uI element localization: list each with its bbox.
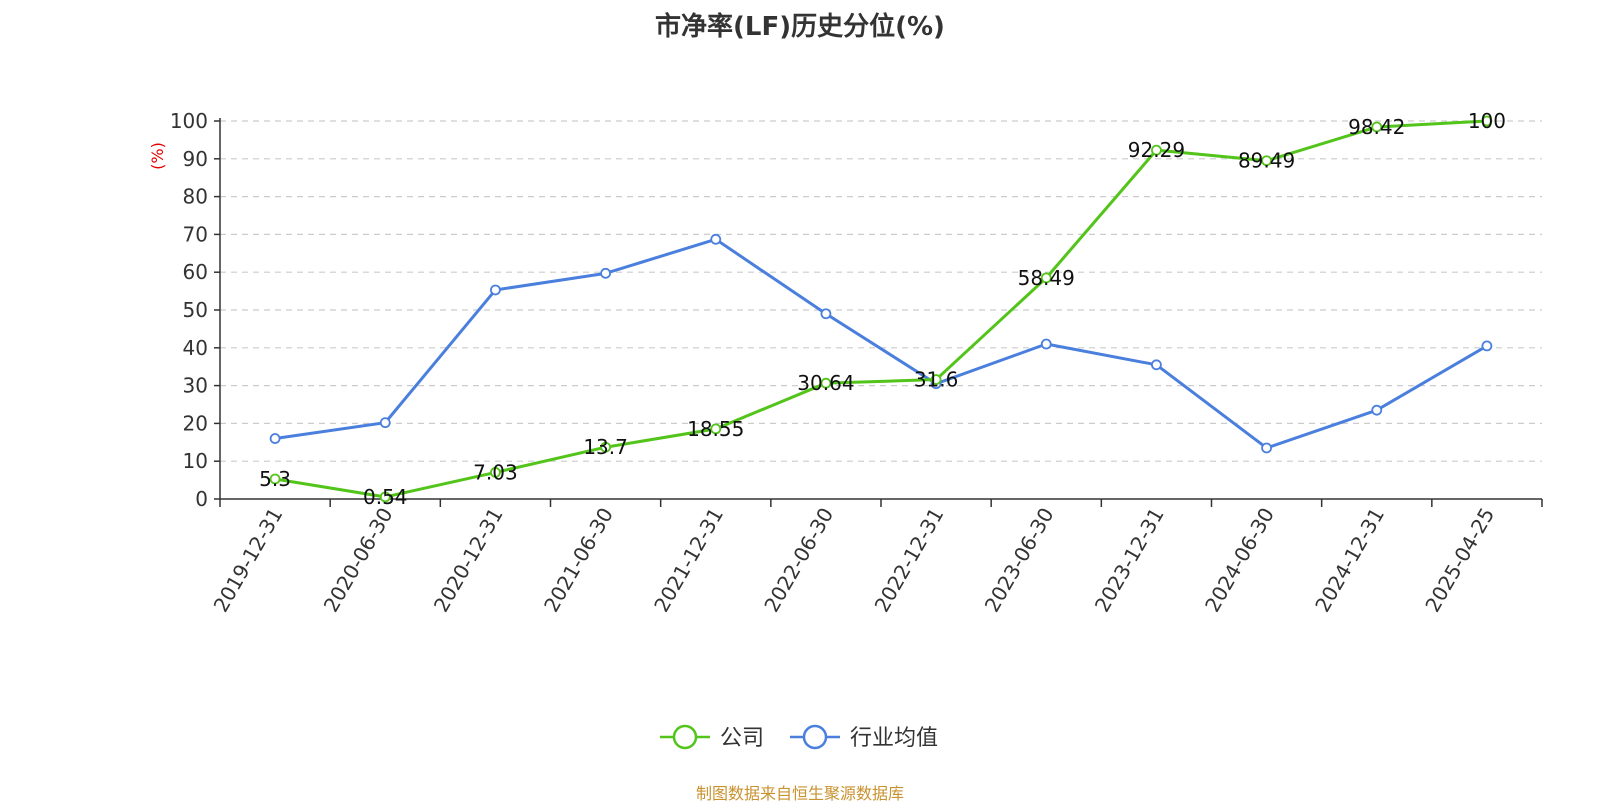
legend: 公司 行业均值 <box>660 724 938 751</box>
data-point-company <box>490 467 501 478</box>
legend-swatch-marker <box>802 724 828 750</box>
y-tick-label: 90 <box>183 147 208 171</box>
data-point-company <box>820 377 832 389</box>
legend-label: 行业均值 <box>850 726 938 751</box>
x-tick-label: 2023-12-31 <box>1090 504 1169 617</box>
x-tick-label: 2021-06-30 <box>539 504 618 617</box>
legend-label: 公司 <box>720 726 764 751</box>
data-point-industry-average <box>1040 338 1052 350</box>
y-tick-label: 100 <box>170 109 208 133</box>
data-point-industry-average <box>820 308 832 320</box>
data-point-company <box>930 374 942 385</box>
data-point-industry-average <box>1261 442 1272 454</box>
data-point-company <box>710 423 722 435</box>
data-point-industry-average <box>379 417 391 429</box>
y-tick-label: 70 <box>183 222 208 246</box>
data-point-industry-average <box>600 267 611 279</box>
series-lines <box>269 115 1493 503</box>
data-labels: 5.3 0.54 7.03 13.7 18.55 30.64 31.6 58.49 92.29 8… <box>259 109 1506 509</box>
x-tick-label: 2019-12-31 <box>209 504 288 617</box>
x-tick-label: 2024-06-30 <box>1200 504 1279 617</box>
data-point-company <box>600 441 611 453</box>
data-label: 7.03 <box>473 460 518 484</box>
y-tick-label: 10 <box>183 449 208 473</box>
x-tick-label: 2022-06-30 <box>759 504 838 617</box>
y-tick-label: 50 <box>183 298 208 322</box>
x-tick-label: 2021-12-31 <box>649 504 728 617</box>
y-tick-label: 40 <box>183 336 208 360</box>
data-point-company <box>1481 115 1493 127</box>
data-point-industry-average <box>269 433 281 444</box>
x-tick-label: 2020-12-31 <box>429 504 508 617</box>
data-label: 18.55 <box>687 417 744 441</box>
data-point-industry-average <box>1151 359 1162 371</box>
data-point-industry-average <box>710 233 722 245</box>
data-label: 58.49 <box>1018 266 1075 290</box>
source-note: 制图数据来自恒生聚源数据库 <box>695 784 904 803</box>
gridlines <box>220 120 1542 462</box>
series-line-industry-average <box>274 237 1488 450</box>
data-label: 30.64 <box>797 371 854 395</box>
data-point-industry-average <box>490 284 501 296</box>
data-point-industry-average <box>1371 404 1383 416</box>
data-label: 31.6 <box>914 368 959 392</box>
data-point-industry-average <box>1481 340 1493 352</box>
data-point-company <box>1151 144 1162 156</box>
data-label: 100 <box>1468 109 1506 133</box>
data-label: 0.54 <box>363 485 408 509</box>
y-tick-label: 30 <box>183 374 208 398</box>
series-line-company <box>274 119 1487 499</box>
legend-swatch-marker <box>672 724 698 750</box>
data-point-company <box>379 491 391 503</box>
legend-item-company: 公司 <box>660 724 764 751</box>
x-tick-label: 2025-04-25 <box>1420 504 1499 617</box>
data-label: 89.49 <box>1238 149 1295 173</box>
y-tick-label: 60 <box>183 260 208 284</box>
data-label: 5.3 <box>259 467 291 491</box>
data-point-company <box>269 473 281 485</box>
data-point-company <box>1040 272 1052 284</box>
data-label: 98.42 <box>1348 115 1405 139</box>
data-point-company <box>1371 121 1383 133</box>
y-tick-label: 80 <box>183 185 208 209</box>
x-tick-label: 2024-12-31 <box>1310 504 1389 617</box>
legend-item-industry-average: 行业均值 <box>790 724 938 751</box>
y-tick-label: 20 <box>183 411 208 435</box>
x-tick-label: 2022-12-31 <box>870 504 949 617</box>
x-tick-label: 2020-06-30 <box>319 504 398 617</box>
data-point-company <box>1261 155 1272 167</box>
y-axis-unit-label: (%) <box>148 142 167 170</box>
chart-title: 市净率(LF)历史分位(%) <box>655 12 945 42</box>
data-label: 92.29 <box>1128 138 1185 162</box>
data-label: 13.7 <box>583 435 628 459</box>
y-tick-label: 0 <box>195 487 208 511</box>
x-tick-label: 2023-06-30 <box>980 504 1059 617</box>
